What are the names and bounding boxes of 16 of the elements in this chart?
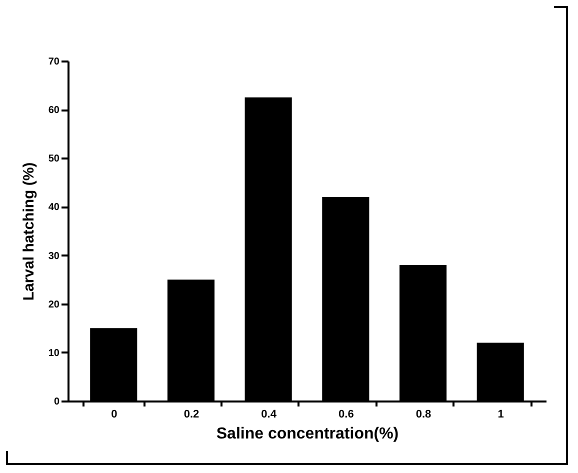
y-tick-label: 30 (48, 250, 60, 262)
y-tick-label: 50 (48, 154, 60, 165)
y-axis-title: Larval hatching (%) (20, 162, 38, 301)
x-tick-label: 0.4 (261, 408, 278, 420)
y-tick-label: 60 (48, 105, 60, 116)
x-tick-label: 1 (498, 408, 504, 420)
x-tick-label: 0 (111, 408, 118, 420)
y-tick-label: 20 (48, 299, 60, 310)
x-tick-label: 0.6 (338, 408, 354, 420)
x-tick-label: 0.8 (416, 408, 432, 420)
y-tick-label: 10 (48, 348, 60, 359)
x-tick-label: 0.2 (184, 408, 200, 420)
y-tick-label: 0 (54, 396, 60, 408)
x-axis-title: Saline concentration(%) (216, 426, 399, 442)
y-tick-label: 40 (48, 202, 60, 214)
y-tick-label: 70 (48, 56, 60, 68)
